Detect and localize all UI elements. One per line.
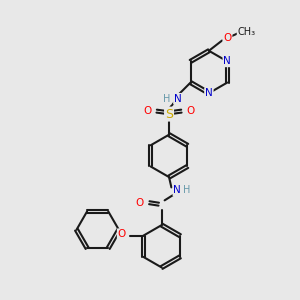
Text: N: N xyxy=(174,94,182,104)
Text: H: H xyxy=(183,185,190,195)
Text: N: N xyxy=(224,56,231,66)
Text: O: O xyxy=(136,198,144,208)
Text: O: O xyxy=(187,106,195,116)
Text: N: N xyxy=(205,88,213,98)
Text: H: H xyxy=(164,94,171,104)
Text: N: N xyxy=(173,185,181,195)
Text: CH₃: CH₃ xyxy=(238,27,256,37)
Text: O: O xyxy=(143,106,152,116)
Text: O: O xyxy=(118,229,126,239)
Text: S: S xyxy=(165,108,173,121)
Text: O: O xyxy=(223,32,232,43)
